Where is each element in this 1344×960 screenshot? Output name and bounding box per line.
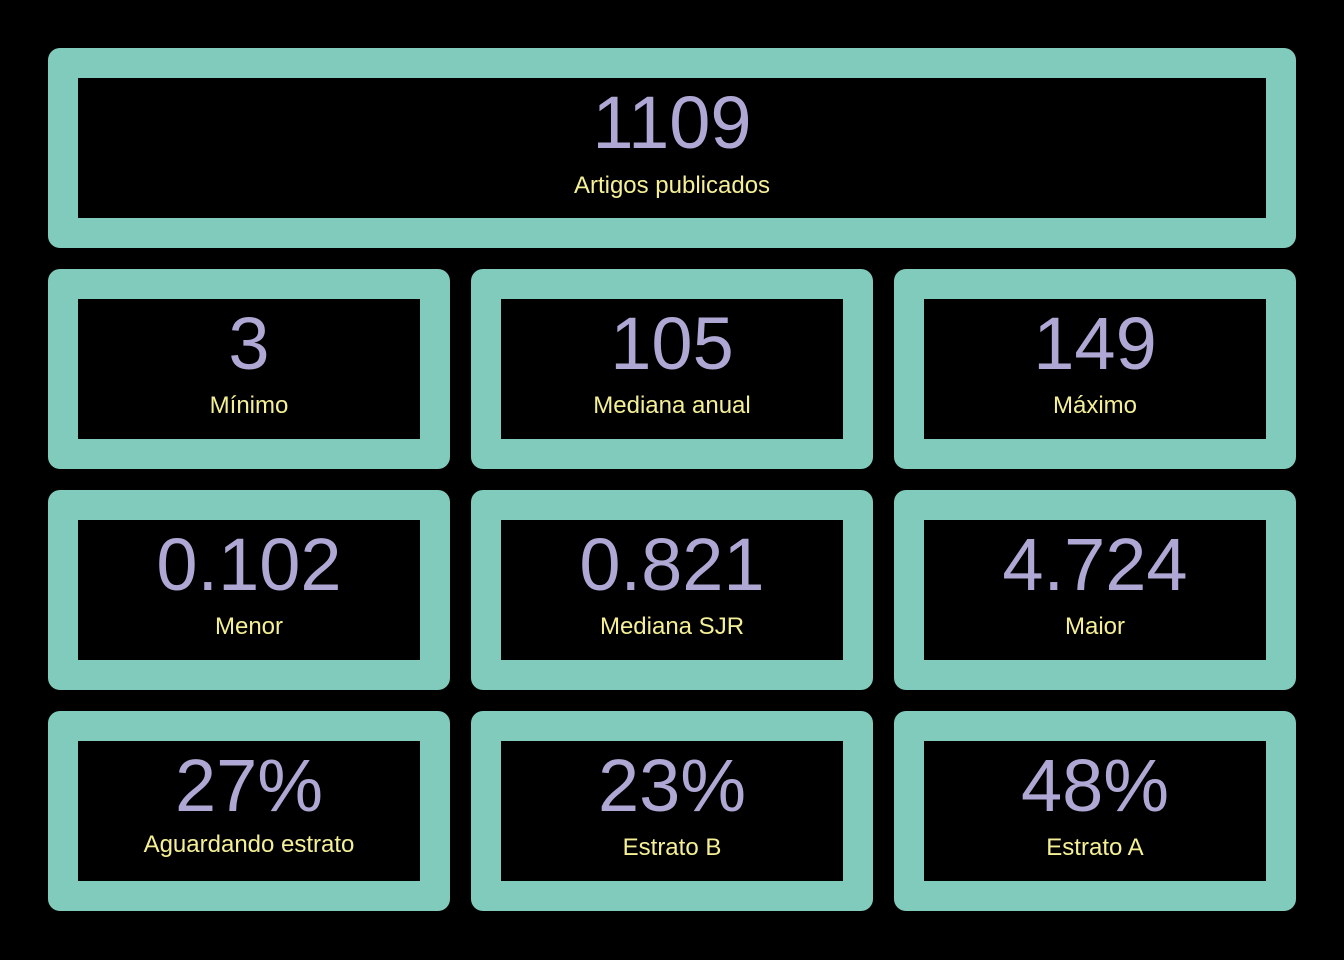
sjr-max-label: Maior [1064, 613, 1125, 640]
strata-b-value: 23% [597, 744, 747, 827]
strata-b-card: 23% Estrato B [471, 711, 873, 911]
total-articles-label: Artigos publicados [573, 172, 771, 199]
sjr-median-card: 0.821 Mediana SJR [471, 490, 873, 690]
annual-max-card: 149 Máximo [894, 269, 1296, 469]
strata-a-value: 48% [1020, 744, 1170, 827]
annual-min-card: 3 Mínimo [48, 269, 450, 469]
sjr-min-card: 0.102 Menor [48, 490, 450, 690]
annual-median-label: Mediana anual [593, 392, 751, 419]
strata-b-label: Estrato B [622, 834, 722, 861]
total-articles-value: 1109 [592, 81, 752, 164]
annual-max-value: 149 [1033, 302, 1157, 385]
strata-pending-value: 27% [174, 744, 324, 827]
sjr-min-value: 0.102 [156, 523, 342, 606]
annual-median-value: 105 [610, 302, 734, 385]
sjr-max-card: 4.724 Maior [894, 490, 1296, 690]
annual-min-label: Mínimo [209, 392, 289, 419]
total-articles-card: 1109 Artigos publicados [48, 48, 1296, 248]
strata-pending-card: 27% Aguardando estrato [48, 711, 450, 911]
annual-max-label: Máximo [1052, 392, 1137, 419]
strata-a-label: Estrato A [1046, 834, 1144, 861]
sjr-max-value: 4.724 [1002, 523, 1188, 606]
annual-min-value: 3 [228, 302, 270, 385]
sjr-median-value: 0.821 [579, 523, 765, 606]
sjr-median-label: Mediana SJR [599, 613, 745, 640]
sjr-min-label: Menor [214, 613, 284, 640]
annual-median-card: 105 Mediana anual [471, 269, 873, 469]
strata-a-card: 48% Estrato A [894, 711, 1296, 911]
strata-pending-label: Aguardando estrato [143, 831, 355, 858]
